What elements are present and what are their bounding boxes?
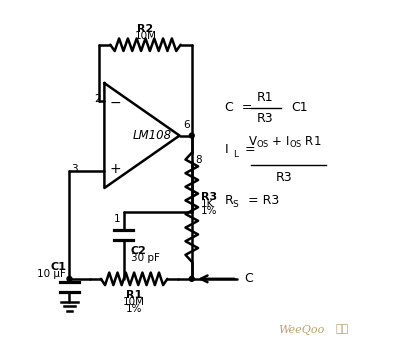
Text: C  =: C = xyxy=(225,101,252,114)
Text: 1: 1 xyxy=(113,214,120,224)
Text: 1%: 1% xyxy=(200,206,217,216)
Text: V$_{\mathrm{OS}}$ + I$_{\mathrm{OS}}$ R1: V$_{\mathrm{OS}}$ + I$_{\mathrm{OS}}$ R1 xyxy=(248,135,321,150)
Text: 3: 3 xyxy=(71,164,78,174)
Text: 8: 8 xyxy=(195,155,202,165)
Text: 1K: 1K xyxy=(200,199,214,209)
Text: 维库: 维库 xyxy=(335,324,349,334)
Text: R3: R3 xyxy=(257,111,273,125)
Text: S: S xyxy=(233,200,238,209)
Text: WeeQoo: WeeQoo xyxy=(279,324,325,334)
Circle shape xyxy=(189,277,194,281)
Text: 10 μF: 10 μF xyxy=(37,269,66,279)
Text: 2: 2 xyxy=(94,94,101,104)
Text: −: − xyxy=(110,95,121,109)
Text: R3: R3 xyxy=(200,192,217,202)
Text: R3: R3 xyxy=(276,171,293,184)
Text: 10M: 10M xyxy=(135,31,157,41)
Text: I: I xyxy=(225,143,228,156)
Circle shape xyxy=(189,133,194,138)
Text: R: R xyxy=(225,194,234,207)
Text: +: + xyxy=(110,162,121,176)
Circle shape xyxy=(67,277,72,281)
Text: R1: R1 xyxy=(257,91,273,104)
Text: = R3: = R3 xyxy=(244,194,279,207)
Text: C: C xyxy=(244,272,253,285)
Text: R2: R2 xyxy=(137,24,153,34)
Text: C1: C1 xyxy=(291,101,308,114)
Text: =: = xyxy=(244,143,255,156)
Text: L: L xyxy=(233,150,237,159)
Text: R1: R1 xyxy=(126,290,142,300)
Text: C2: C2 xyxy=(131,246,146,256)
Text: 6: 6 xyxy=(183,120,190,130)
Text: 30 pF: 30 pF xyxy=(131,253,160,263)
Text: 10M: 10M xyxy=(123,296,145,307)
Text: LM108: LM108 xyxy=(133,129,172,142)
Text: C1: C1 xyxy=(50,262,66,273)
Text: 1%: 1% xyxy=(126,304,142,313)
